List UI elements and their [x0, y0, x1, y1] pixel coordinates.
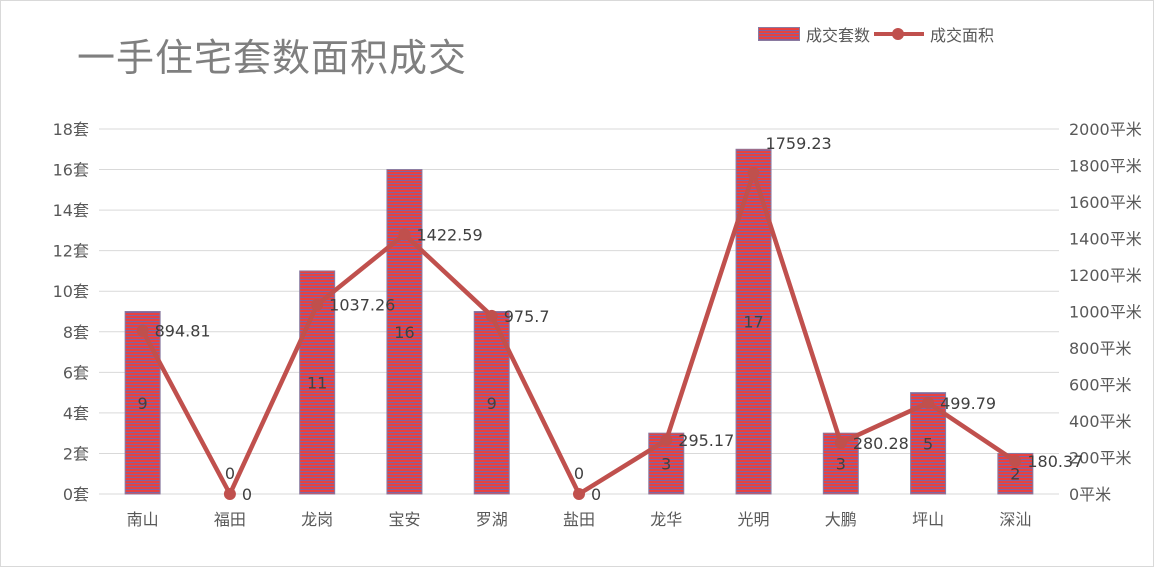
line-data-label: 180.37	[1027, 452, 1083, 471]
line-data-label: 280.28	[853, 434, 909, 453]
y-left-tick-label: 2套	[63, 444, 89, 463]
legend-swatch-line-icon	[874, 27, 925, 41]
bar-data-label: 11	[307, 373, 327, 392]
bar	[124, 311, 161, 495]
y-left-tick-label: 4套	[63, 404, 89, 423]
x-tick-label: 龙岗	[301, 510, 333, 529]
y-right-tick-label: 600平米	[1069, 376, 1132, 395]
line-point	[747, 166, 760, 179]
bar-data-label: 16	[394, 323, 414, 342]
bar-data-label: 3	[836, 455, 846, 474]
y-right-tick-label: 0平米	[1069, 485, 1111, 504]
line-point	[834, 436, 847, 449]
legend-label-bar: 成交套数	[806, 26, 871, 45]
bar-data-label: 17	[743, 313, 763, 332]
x-tick-label: 盐田	[563, 510, 595, 529]
line-data-label: 295.17	[678, 431, 734, 450]
line-point	[485, 309, 498, 322]
line-point	[660, 434, 673, 447]
legend-item-bar: 成交套数	[758, 22, 870, 46]
bar-data-label: 0	[225, 464, 235, 483]
line-point	[1009, 455, 1022, 468]
y-right-tick-label: 800平米	[1069, 339, 1132, 358]
y-right-tick-label: 2000平米	[1069, 120, 1142, 139]
bar	[386, 169, 423, 495]
y-left-tick-label: 18套	[53, 120, 89, 139]
line-point	[311, 298, 324, 311]
y-left-tick-label: 12套	[53, 242, 89, 261]
y-right-tick-label: 400平米	[1069, 412, 1132, 431]
y-right-tick-label: 1800平米	[1069, 157, 1142, 176]
x-tick-label: 福田	[214, 510, 246, 529]
x-tick-label: 龙华	[650, 510, 682, 529]
chart-legend: 成交套数 成交面积	[758, 21, 994, 47]
y-right-tick-label: 1600平米	[1069, 193, 1142, 212]
x-tick-label: 深汕	[999, 510, 1031, 529]
bar-data-label: 9	[138, 394, 148, 413]
line-point	[136, 324, 149, 337]
y-right-tick-label: 1000平米	[1069, 303, 1142, 322]
bar-data-label: 0	[574, 464, 584, 483]
y-left-tick-label: 14套	[53, 201, 89, 220]
line-point	[573, 488, 585, 500]
y-left-tick-label: 16套	[53, 161, 89, 180]
y-left-tick-label: 0套	[63, 485, 89, 504]
line-data-label: 1037.26	[329, 296, 395, 315]
y-left-tick-label: 6套	[63, 363, 89, 382]
line-data-label: 1759.23	[766, 134, 832, 153]
x-tick-label: 光明	[738, 510, 770, 529]
line-data-label: 0	[242, 485, 252, 504]
legend-item-line: 成交面积	[870, 22, 994, 46]
y-right-tick-label: 1200平米	[1069, 266, 1142, 285]
y-right-tick-label: 200平米	[1069, 449, 1132, 468]
x-tick-label: 罗湖	[476, 510, 508, 529]
line-point	[922, 396, 935, 409]
line-data-label: 499.79	[940, 394, 996, 413]
x-tick-label: 宝安	[388, 510, 420, 529]
legend-swatch-bar-icon	[758, 27, 800, 41]
bar-data-label: 9	[487, 394, 497, 413]
y-left-tick-label: 10套	[53, 282, 89, 301]
bar-data-label: 3	[661, 455, 671, 474]
y-left-tick-label: 8套	[63, 323, 89, 342]
x-tick-label: 大鹏	[825, 510, 857, 529]
line-point	[398, 228, 411, 241]
line-data-label: 975.7	[504, 307, 550, 326]
line-data-label: 1422.59	[416, 225, 482, 244]
x-tick-label: 南山	[127, 510, 159, 529]
line-point	[223, 488, 236, 500]
bar-data-label: 5	[923, 434, 933, 453]
x-tick-label: 坪山	[912, 510, 944, 529]
line-data-label: 894.81	[155, 322, 211, 341]
chart-title: 一手住宅套数面积成交	[77, 36, 468, 80]
y-right-tick-label: 1400平米	[1069, 230, 1142, 249]
bar-data-label: 2	[1010, 465, 1020, 484]
line-data-label: 0	[591, 485, 601, 504]
legend-label-line: 成交面积	[930, 26, 995, 45]
